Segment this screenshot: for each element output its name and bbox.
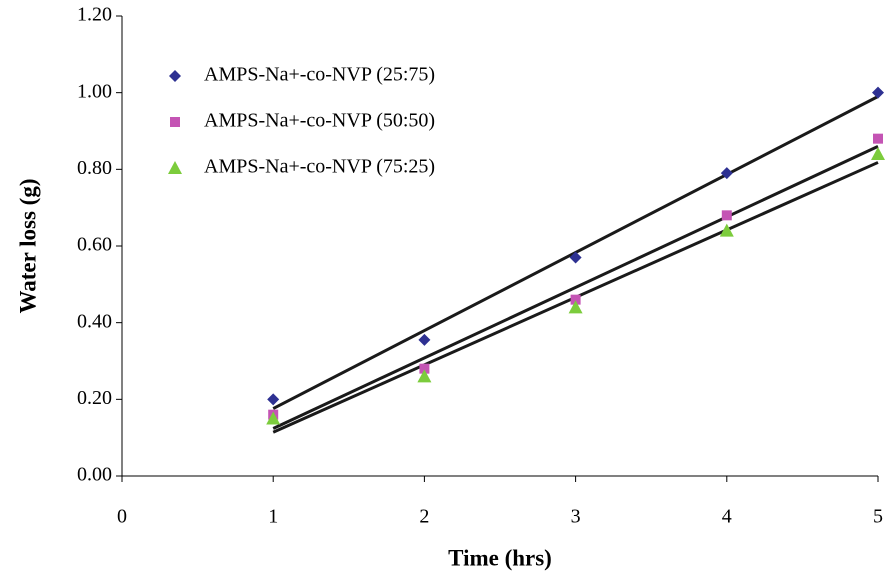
marker (569, 251, 582, 264)
marker (872, 86, 884, 99)
y-axis-title: Water loss (g) (15, 178, 40, 313)
legend-marker (168, 161, 182, 174)
marker (873, 133, 883, 144)
marker (720, 167, 733, 180)
marker (267, 393, 280, 406)
y-tick-label: 0.80 (77, 157, 112, 179)
marker (570, 294, 581, 305)
marker (719, 223, 734, 237)
x-tick-label: 1 (268, 506, 278, 528)
x-tick-label: 5 (873, 506, 883, 528)
y-tick-label: 1.00 (77, 80, 112, 102)
y-tick-label: 0.20 (77, 387, 112, 409)
y-tick-label: 1.20 (77, 4, 112, 26)
x-tick-label: 0 (117, 506, 127, 528)
marker (871, 147, 885, 160)
marker (418, 333, 431, 346)
x-tick-label: 4 (722, 506, 732, 528)
y-tick-label: 0.60 (77, 234, 112, 256)
marker (419, 363, 430, 374)
legend-label: AMPS-Na+-co-NVP (75:25) (204, 156, 435, 178)
legend-marker (169, 70, 181, 82)
trendline (272, 144, 879, 430)
legend-marker (170, 117, 180, 127)
marker (417, 369, 432, 383)
y-tick-label: 0.00 (77, 464, 112, 486)
x-tick-label: 2 (419, 506, 429, 528)
y-tick-label: 0.40 (77, 310, 112, 332)
x-axis-title: Time (hrs) (448, 545, 552, 570)
legend-label: AMPS-Na+-co-NVP (50:50) (204, 110, 435, 132)
marker (568, 300, 583, 314)
marker (266, 411, 281, 425)
marker (721, 210, 732, 221)
legend-label: AMPS-Na+-co-NVP (25:75) (204, 64, 435, 86)
x-tick-label: 3 (571, 506, 581, 528)
